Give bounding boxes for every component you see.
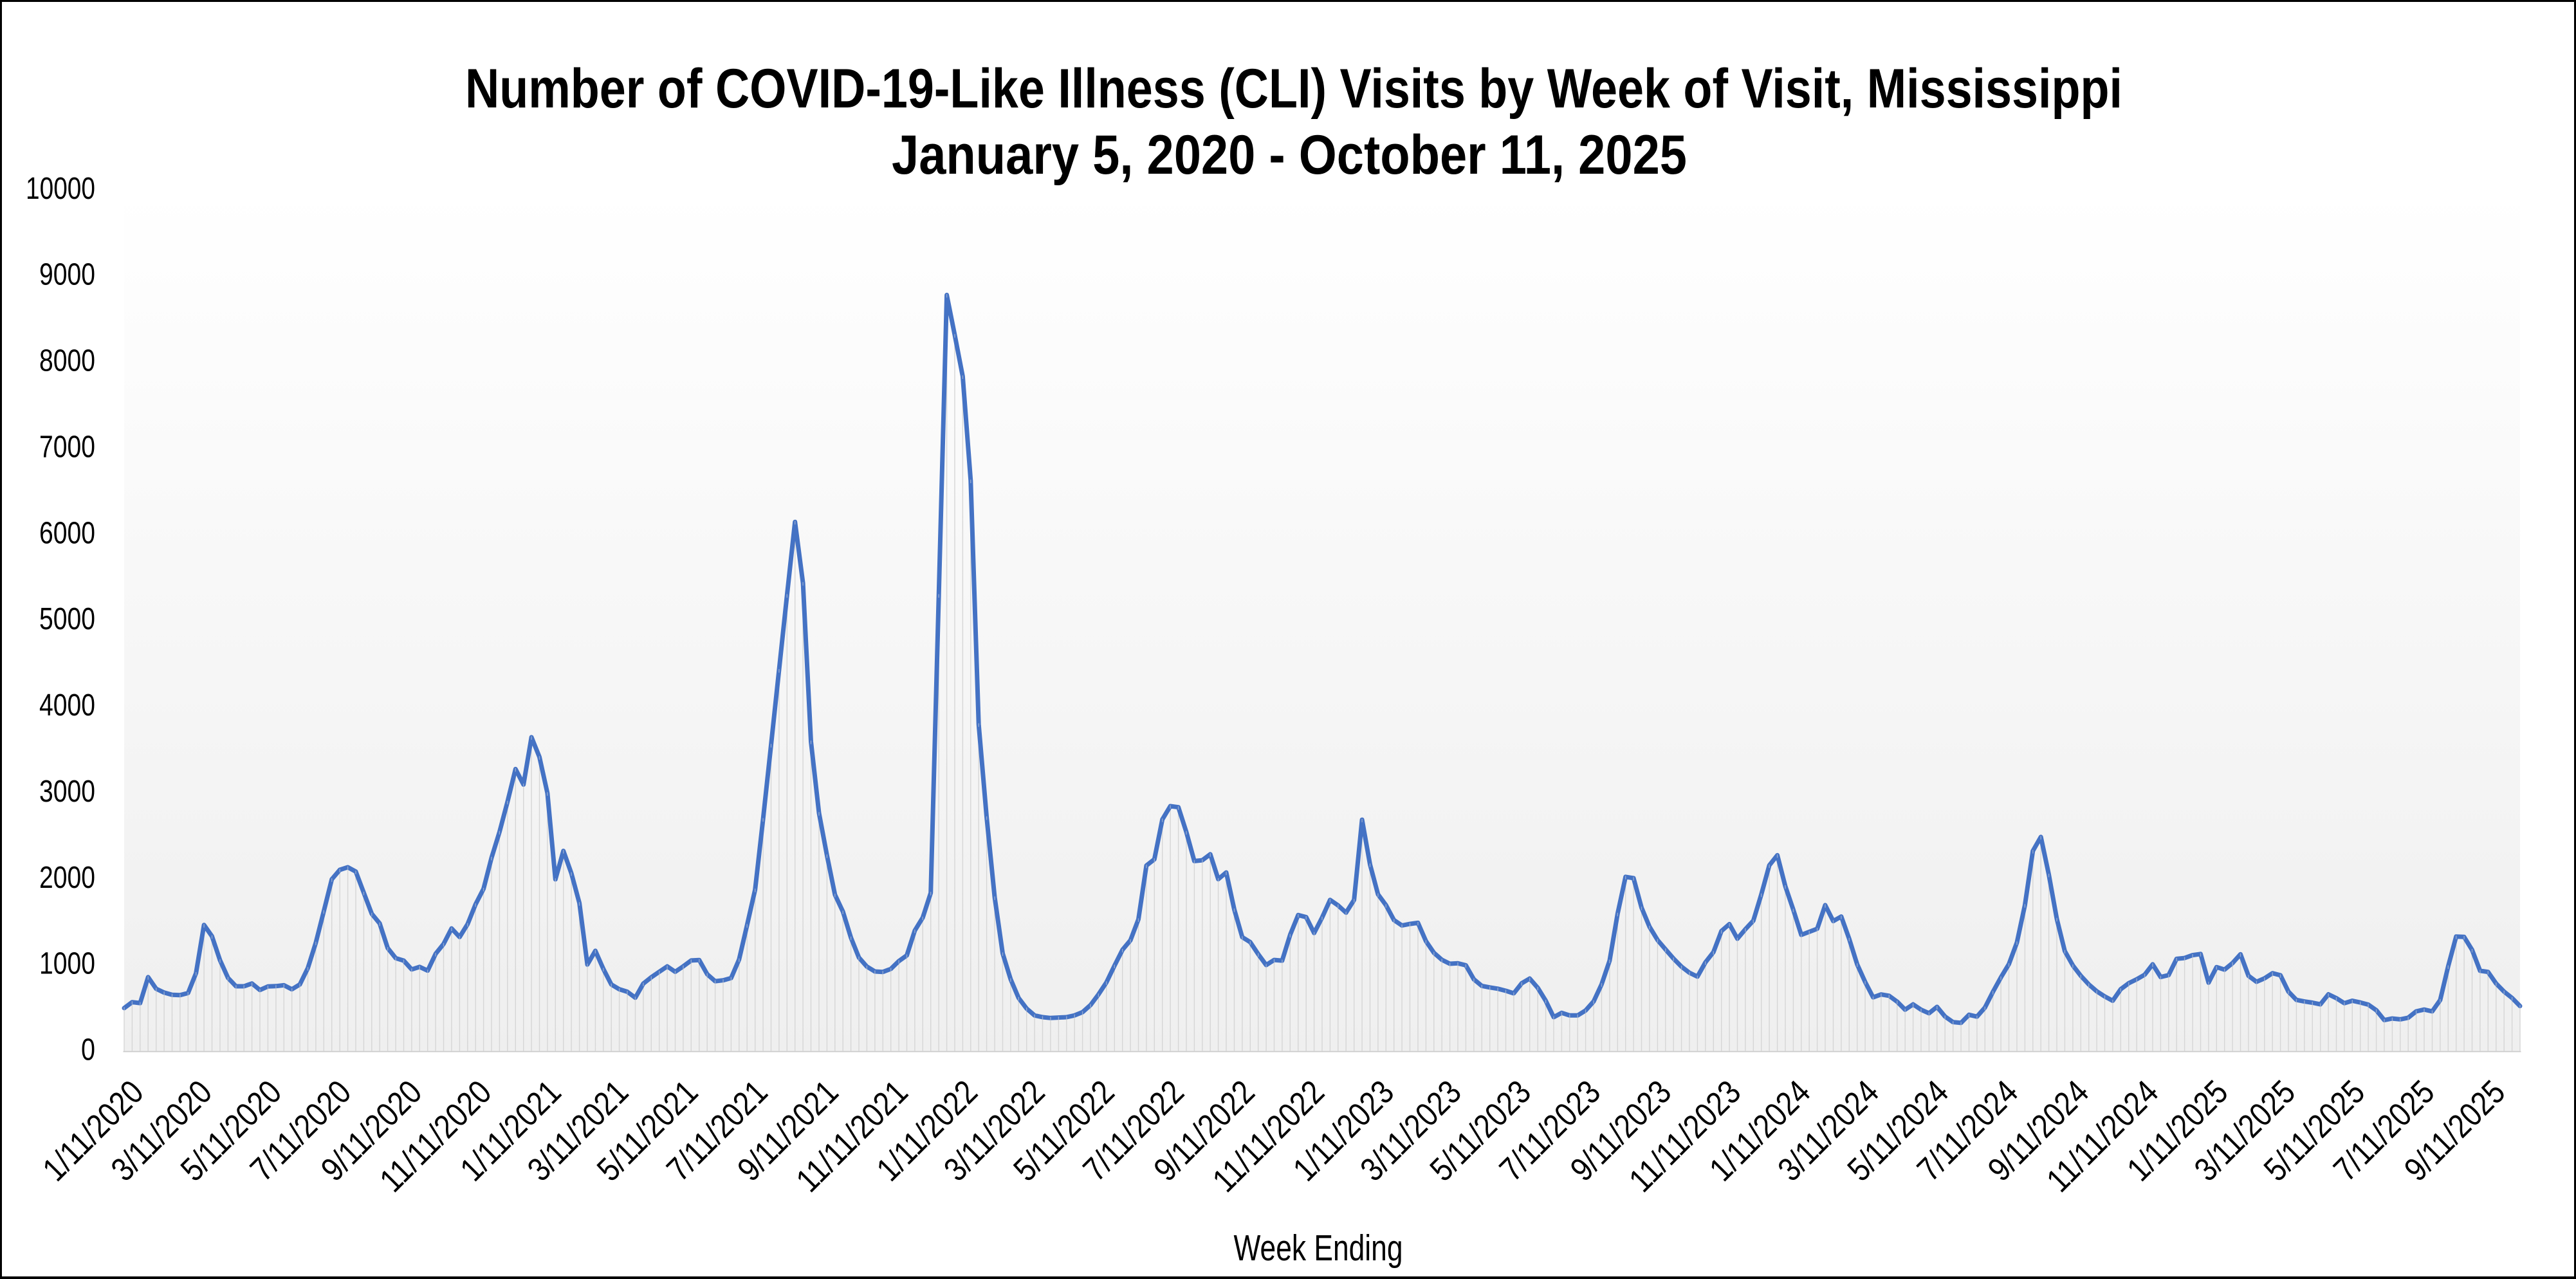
svg-text:10000: 10000	[26, 171, 95, 206]
svg-text:January 5, 2020 - October 11,: January 5, 2020 - October 11, 2025	[892, 124, 1687, 186]
svg-text:3000: 3000	[39, 774, 95, 809]
svg-text:2000: 2000	[39, 860, 95, 895]
svg-text:9000: 9000	[39, 257, 95, 292]
svg-text:Number of COVID-19-Like Illnes: Number of COVID-19-Like Illness (CLI) Vi…	[465, 58, 2122, 120]
svg-text:5000: 5000	[39, 602, 95, 636]
svg-text:1000: 1000	[39, 946, 95, 981]
svg-text:7000: 7000	[39, 429, 95, 464]
svg-text:0: 0	[81, 1033, 95, 1067]
svg-text:6000: 6000	[39, 515, 95, 550]
svg-text:4000: 4000	[39, 688, 95, 722]
svg-text:Week Ending: Week Ending	[1234, 1228, 1403, 1269]
svg-text:8000: 8000	[39, 344, 95, 378]
